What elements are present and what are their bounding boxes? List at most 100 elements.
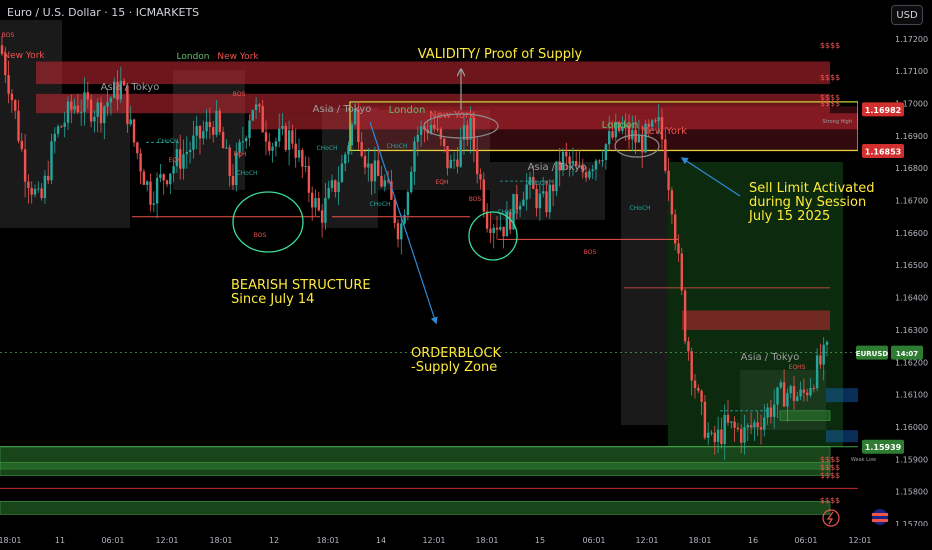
candle-body: [30, 188, 33, 195]
candle-body: [165, 180, 169, 185]
candle-body: [641, 135, 644, 153]
session-box: [62, 94, 130, 228]
price-tag: [862, 102, 904, 117]
candle-body: [76, 105, 80, 112]
candle-body: [518, 205, 522, 210]
candle-body: [350, 124, 353, 146]
flag-icon: [872, 509, 888, 525]
bos-circle: [468, 211, 518, 261]
candle-body: [416, 134, 419, 142]
time-tick: 18:01: [316, 536, 339, 545]
structure-label: CHoCH: [316, 145, 337, 152]
price-tag-value: 1.16982: [865, 106, 901, 115]
candle-body: [50, 141, 53, 181]
alert-icon-bolt: [826, 511, 834, 525]
candle-body: [697, 388, 700, 391]
structure-label: BOS: [2, 32, 15, 39]
candle-body: [548, 184, 551, 213]
candle-body: [621, 126, 624, 131]
candle-body: [683, 290, 687, 342]
price-axis: [858, 0, 932, 550]
candle-body: [264, 132, 268, 142]
structure-label: EQH: [233, 151, 246, 158]
candle-body: [759, 427, 763, 430]
price-tick: 1.16000: [895, 423, 928, 432]
candle-body: [713, 432, 716, 442]
candle-body: [363, 155, 367, 168]
candle-body: [245, 138, 248, 142]
candle-body: [377, 160, 380, 176]
candle-body: [37, 188, 40, 190]
flag-icon-stripe: [872, 519, 888, 522]
strong-high-label: Strong High: [822, 119, 852, 125]
session-label: Asia / Tokyo: [101, 82, 160, 93]
candle-body: [317, 197, 320, 211]
candle-body: [373, 160, 377, 182]
price-tick: 1.16200: [895, 358, 928, 367]
candle-body: [367, 163, 370, 168]
candle-body: [70, 101, 73, 110]
candle-body: [268, 141, 271, 151]
candle-body: [578, 165, 581, 167]
candle-body: [654, 120, 657, 122]
time-tick: 06:01: [101, 536, 124, 545]
candle-body: [60, 126, 63, 128]
candle-body: [482, 179, 485, 212]
candle-body: [565, 151, 568, 157]
structure-label: CHoCH: [157, 138, 178, 145]
candle-body: [179, 149, 182, 169]
candle-body: [393, 199, 396, 224]
candle-body: [109, 98, 113, 103]
candle-body: [347, 145, 350, 155]
session-label: London: [389, 105, 426, 116]
candle-body: [614, 121, 617, 138]
candle-body: [169, 173, 172, 185]
candle-body: [386, 180, 390, 182]
candle-body: [198, 126, 202, 139]
candle-body: [284, 125, 287, 150]
candle-body: [502, 226, 505, 237]
candle-body: [677, 243, 680, 254]
candle-body: [337, 182, 340, 193]
candle-body: [103, 106, 106, 124]
candle-body: [155, 177, 159, 204]
candle-body: [344, 154, 347, 164]
candle-body: [380, 175, 383, 187]
price-tick: 1.17000: [895, 100, 928, 109]
candle-body: [674, 214, 677, 244]
currency-button[interactable]: USD: [891, 5, 923, 25]
price-tag-value: 1.15939: [865, 443, 902, 452]
candle-body: [786, 393, 789, 407]
candle-body: [66, 101, 70, 123]
candle-body: [396, 223, 400, 240]
candle-body: [809, 388, 812, 396]
candle-body: [812, 388, 815, 390]
candle-body: [802, 389, 806, 393]
candle-body: [806, 392, 809, 396]
candle-body: [476, 149, 479, 175]
candle-body: [218, 110, 221, 132]
candle-body: [690, 351, 693, 381]
sell-zone-box: [668, 162, 843, 447]
demand-zone: [779, 410, 831, 421]
candle-body: [594, 160, 598, 170]
candle-body: [591, 169, 594, 172]
candle-body: [608, 131, 611, 145]
candle-body: [726, 414, 730, 423]
candle-body: [436, 128, 439, 130]
candle-body: [627, 124, 631, 140]
time-tick: 12:01: [155, 536, 178, 545]
candle-body: [195, 126, 198, 136]
candle-body: [601, 159, 604, 162]
candle-body: [720, 429, 723, 445]
time-tick: 06:01: [582, 536, 605, 545]
symbol-title[interactable]: Euro / U.S. Dollar · 15 · ICMARKETS: [7, 6, 200, 19]
candle-body: [56, 126, 60, 134]
candle-body: [796, 396, 799, 401]
candle-body: [443, 138, 446, 147]
candle-body: [469, 117, 472, 140]
bearish-annotation: BEARISH STRUCTURE: [231, 278, 371, 293]
candle-body: [634, 130, 637, 143]
